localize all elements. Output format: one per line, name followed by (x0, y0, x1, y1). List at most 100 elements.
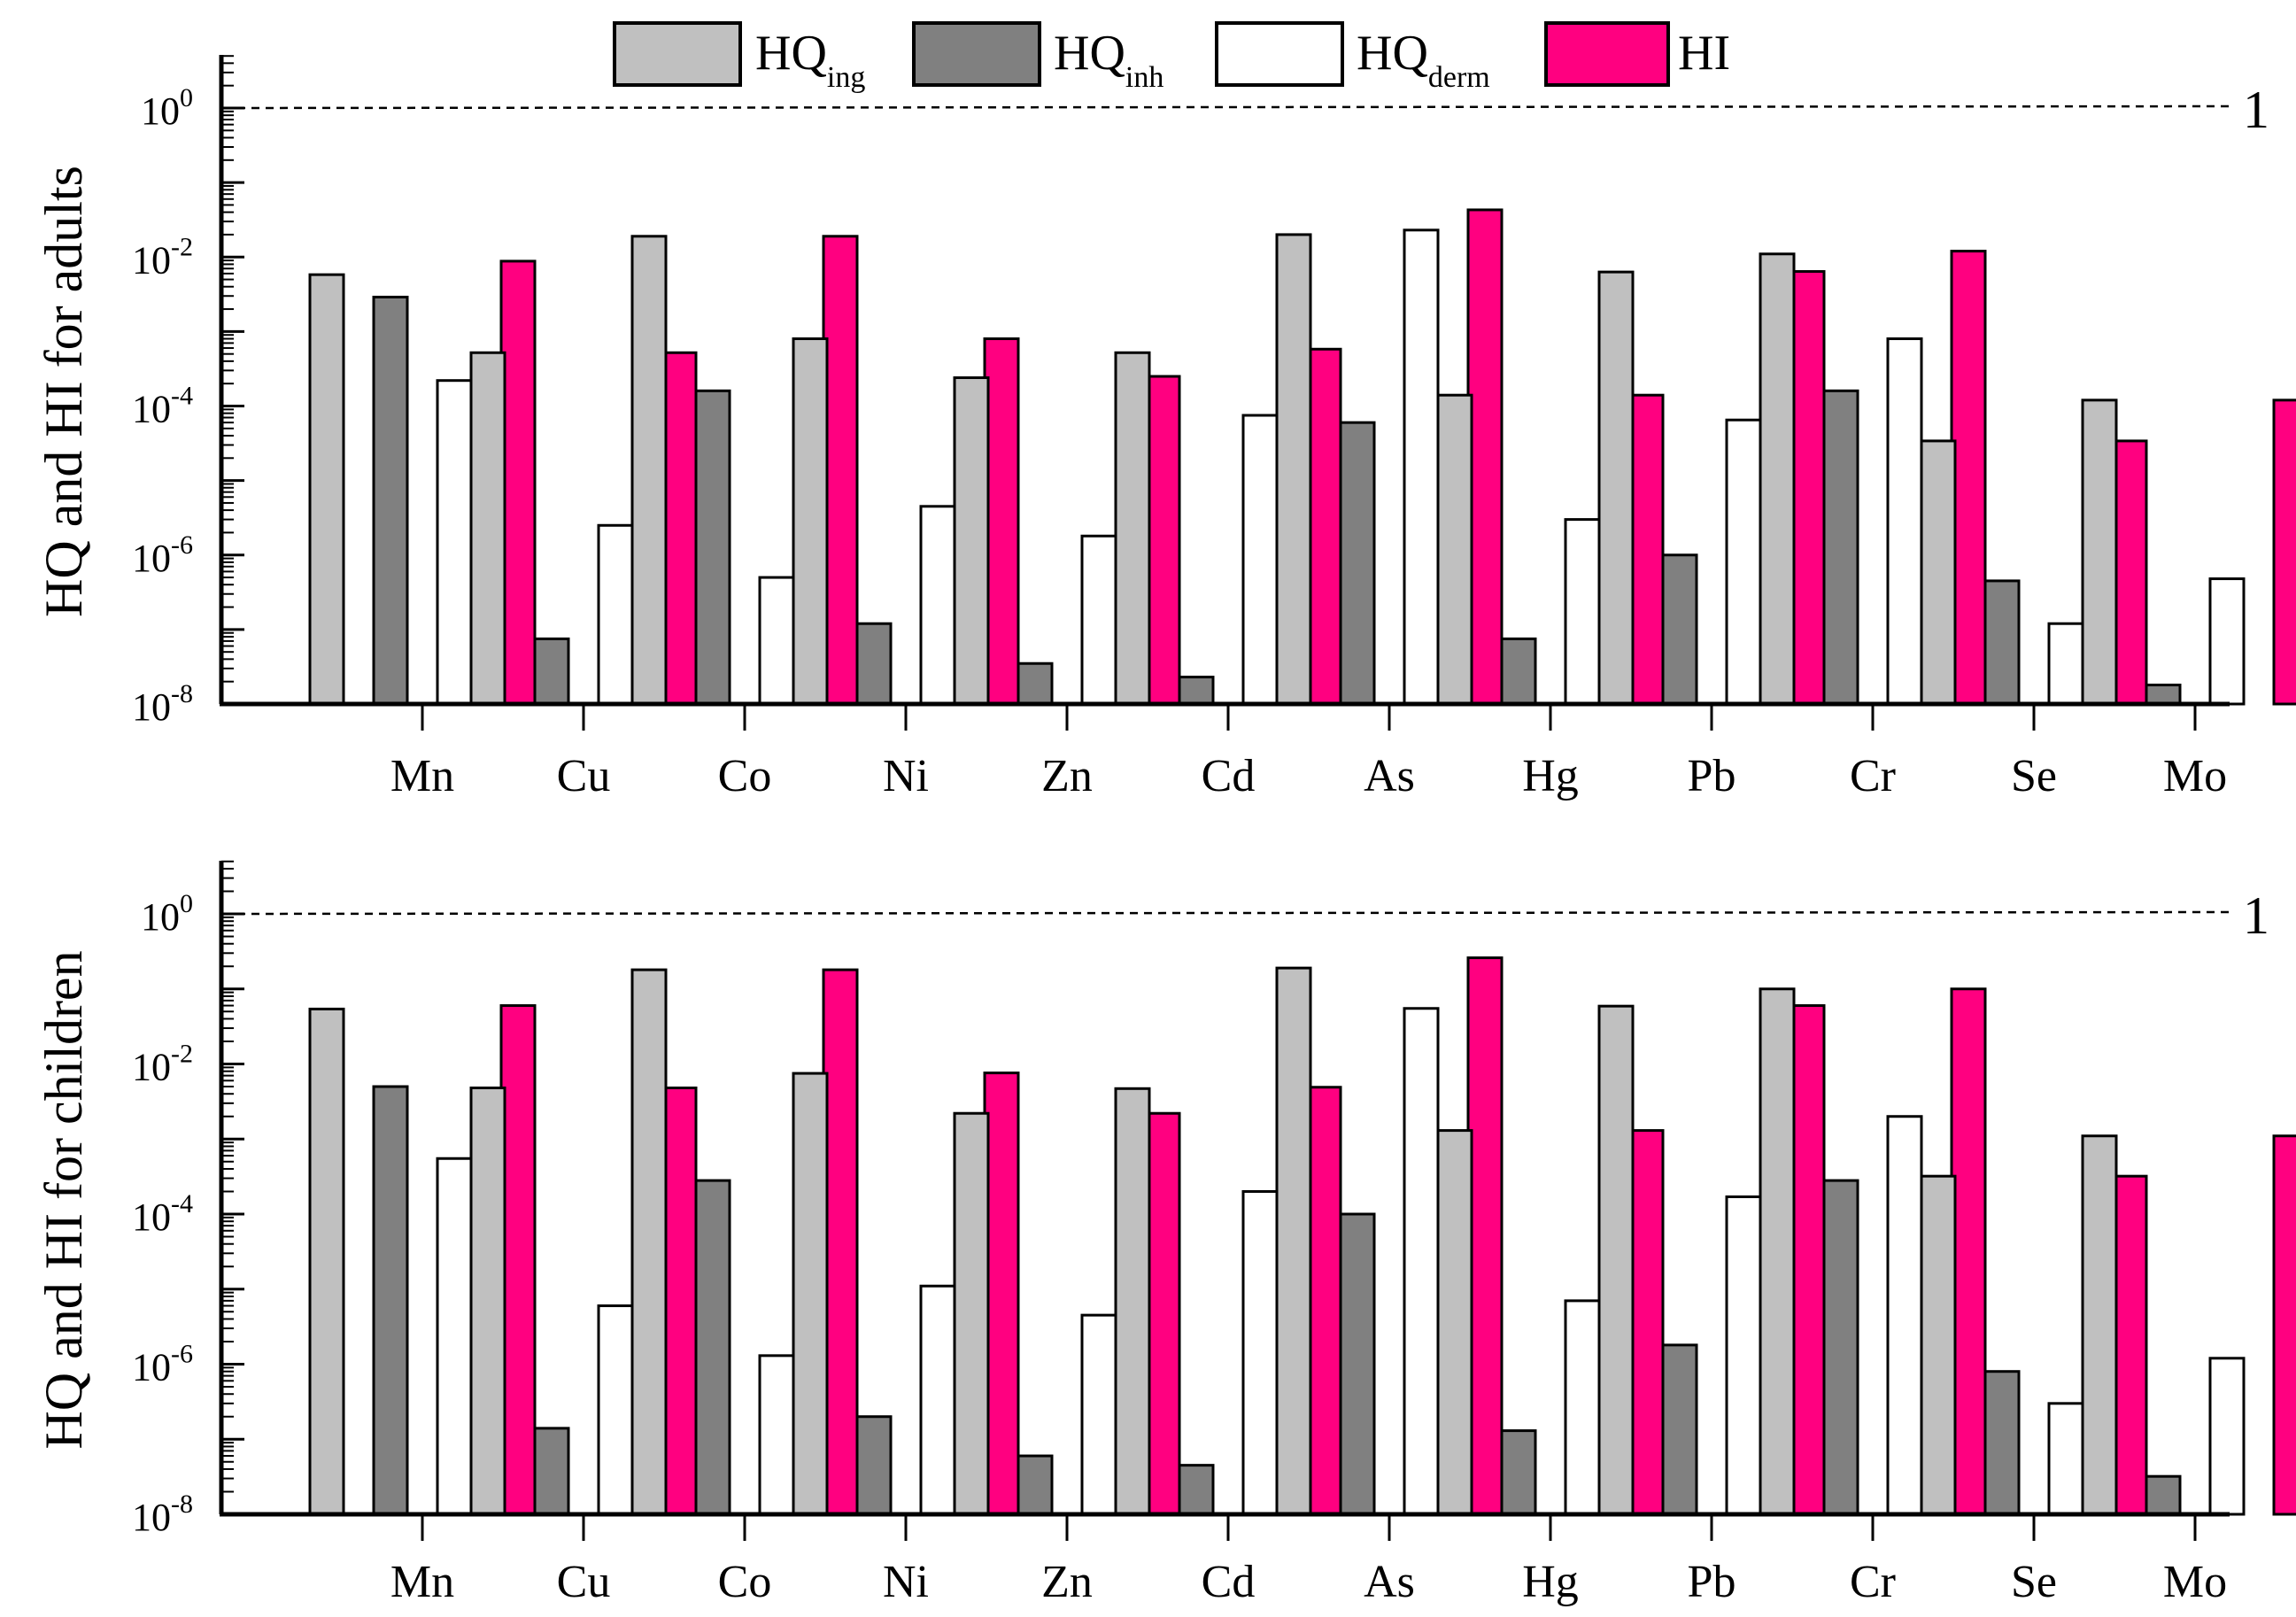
y-tick-label: 10-6 (132, 530, 193, 580)
bar-hq_ing-co (630, 968, 668, 1516)
x-tick-label-ni: Ni (883, 1557, 929, 1607)
bar-hq_derm-co (758, 576, 795, 706)
bar-hq_inh-cr (1822, 389, 1859, 706)
bar-hi-mn (499, 259, 537, 706)
x-tick-label-zn: Zn (1041, 1557, 1093, 1607)
panel-children: 1 Mn Cu Co Ni Zn Cd As Hg Pb Cr Se Mo 10-8 10-6 10-4 10-… (35, 860, 2296, 1607)
bar-hq_derm-cr (1886, 337, 1923, 706)
bar-hi-cu (661, 351, 698, 706)
y-tick-label: 100 (141, 889, 193, 939)
bar-hq_inh-zn (1017, 1454, 1054, 1516)
bar-hq_ing-co (630, 235, 668, 706)
x-tick-label-mn: Mn (390, 751, 454, 801)
bar-hi-ni (983, 337, 1020, 706)
bar-hq_derm-as (1403, 1007, 1440, 1516)
bar-hq_inh-se (1983, 579, 2021, 706)
bar-hq_derm-cd (1241, 1189, 1279, 1516)
bar-hi-se (2111, 439, 2148, 706)
bar-hi-co (822, 235, 859, 706)
threshold-label: 1 (2243, 886, 2269, 945)
y-tick-label: 10-8 (132, 1489, 193, 1539)
bar-hq_inh-cu (533, 637, 570, 706)
bar-hq_inh-ni (855, 1415, 893, 1516)
bar-hi-mo (2272, 1134, 2296, 1516)
bar-hq_inh-se (1983, 1370, 2021, 1516)
legend-swatch-ing (613, 21, 742, 87)
x-tick-label-cd: Cd (1202, 751, 1256, 801)
bar-hq_ing-cr (1759, 987, 1796, 1516)
bar-hi-mn (499, 1004, 537, 1516)
bar-hq_ing-ni (792, 1072, 829, 1516)
x-tick-label-ni: Ni (883, 751, 929, 801)
bar-hi-as (1466, 956, 1504, 1516)
bar-hi-cr (1950, 250, 1987, 706)
legend-swatch-inh (912, 21, 1041, 87)
bar-hq_inh-zn (1017, 662, 1054, 706)
x-tick-label-hg: Hg (1522, 1557, 1579, 1607)
bar-hi-hg (1627, 1129, 1665, 1516)
bar-hq_ing-zn (953, 376, 990, 706)
bar-hq_derm-hg (1564, 1299, 1601, 1516)
bar-hq_derm-hg (1564, 518, 1601, 706)
bar-hq_ing-hg (1436, 393, 1473, 706)
x-tick-label-as: As (1364, 751, 1415, 801)
bar-hq_derm-cd (1241, 414, 1279, 706)
x-tick-label-cu: Cu (557, 1557, 611, 1607)
bar-hq_derm-co (758, 1354, 795, 1516)
bar-hq_derm-mn (436, 1157, 473, 1516)
bar-hq_derm-zn (1080, 534, 1117, 706)
y-tick-label: 100 (141, 83, 193, 133)
bar-hq_inh-cd (1178, 1464, 1215, 1516)
bar-hq_ing-mn (308, 273, 345, 706)
bar-hq_inh-co (694, 389, 731, 706)
bar-hq_ing-cu (469, 1087, 506, 1516)
x-tick-label-se: Se (2011, 1557, 2057, 1607)
x-tick-label-mo: Mo (2163, 1557, 2227, 1607)
x-tick-label-cr: Cr (1850, 1557, 1896, 1607)
bar-hi-hg (1627, 393, 1665, 706)
bar-hi-pb (1789, 1004, 1826, 1516)
bar-hq_inh-as (1339, 421, 1376, 706)
bar-hq_derm-se (2047, 622, 2084, 706)
threshold-line (222, 910, 2230, 916)
bar-hq_inh-mo (2145, 684, 2182, 706)
bar-hq_inh-pb (1661, 1343, 1698, 1516)
threshold-line (222, 104, 2230, 110)
bar-hi-co (822, 968, 859, 1516)
y-tick-label: 10-2 (132, 1040, 193, 1089)
legend-label-ing: HQing (755, 26, 865, 94)
bar-hq_inh-cr (1822, 1179, 1859, 1516)
bar-hq_derm-ni (919, 505, 956, 706)
bar-hq_ing-mn (308, 1007, 345, 1516)
bar-hq_derm-mo (2208, 1357, 2246, 1516)
legend-label-hi: HI (1678, 26, 1730, 81)
bar-hq_derm-ni (919, 1284, 956, 1516)
bar-hi-pb (1789, 270, 1826, 706)
bar-hq_ing-se (1920, 1174, 1957, 1516)
bar-hq_ing-pb (1597, 270, 1635, 706)
bar-hi-cr (1950, 987, 1987, 1516)
bar-hq_derm-mo (2208, 577, 2246, 706)
legend-label-inh: HQinh (1054, 26, 1163, 94)
bar-hq_ing-ni (792, 337, 829, 706)
bar-hq_derm-pb (1725, 1195, 1762, 1516)
bar-hi-cu (661, 1087, 698, 1516)
x-tick-label-mo: Mo (2163, 751, 2227, 801)
bar-hq_ing-as (1275, 233, 1312, 706)
y-tick-label: 10-4 (132, 1189, 193, 1239)
legend-swatch-derm (1215, 21, 1344, 87)
bar-hq_derm-se (2047, 1402, 2084, 1516)
bar-hi-cd (1305, 1086, 1342, 1516)
x-tick-label-mn: Mn (390, 1557, 454, 1607)
bar-hq_inh-cd (1178, 676, 1215, 706)
y-axis-label: HQ and HI for children (35, 950, 93, 1449)
bar-hq_ing-as (1275, 966, 1312, 1516)
bar-hq_inh-hg (1500, 1429, 1537, 1516)
x-tick-label-se: Se (2011, 751, 2057, 801)
bar-hq_inh-mo (2145, 1474, 2182, 1516)
bar-hi-se (2111, 1174, 2148, 1516)
x-tick-label-cu: Cu (557, 751, 611, 801)
bar-hq_inh-as (1339, 1212, 1376, 1516)
bar-hq_ing-cr (1759, 252, 1796, 706)
